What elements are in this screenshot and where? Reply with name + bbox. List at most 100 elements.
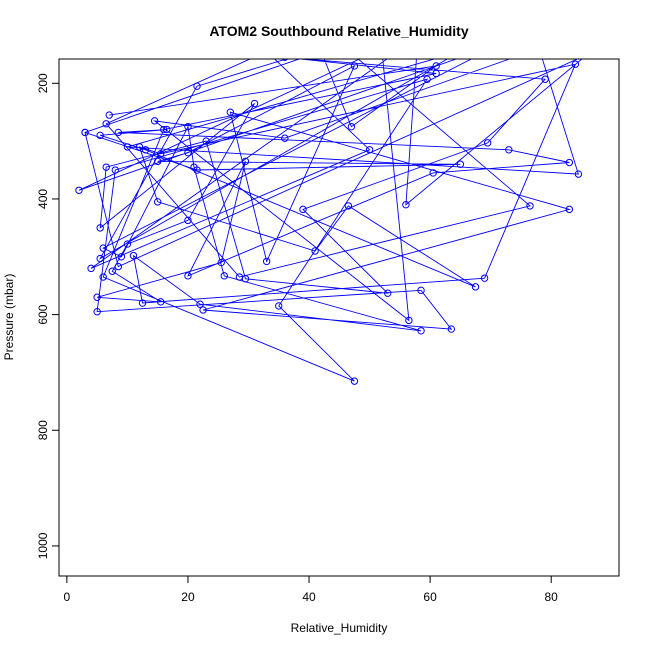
data-point <box>536 45 542 51</box>
data-point <box>565 158 574 167</box>
data-point <box>384 289 392 297</box>
data-point <box>378 45 384 51</box>
data-point <box>456 160 465 168</box>
data-point <box>281 134 289 142</box>
data-point <box>117 253 126 261</box>
data-point <box>429 169 437 177</box>
data-point <box>123 143 132 151</box>
data-point <box>135 143 144 151</box>
data-point <box>447 325 456 333</box>
data-point <box>263 48 269 54</box>
series-line <box>78 59 583 382</box>
y-tick-label: 800 <box>36 420 50 440</box>
data-point <box>96 224 104 232</box>
data-point <box>150 117 159 125</box>
data-point <box>102 163 110 171</box>
data-point <box>241 157 250 166</box>
axes: 0 20 40 60 80 200 400 600 800 1000 <box>36 73 558 604</box>
data-point <box>217 258 225 267</box>
data-point <box>500 40 506 46</box>
data-point <box>281 59 289 61</box>
data-point <box>138 299 147 307</box>
x-tick-label: 80 <box>545 590 559 604</box>
data-point <box>196 300 204 308</box>
plot-frame <box>58 58 620 577</box>
data-point <box>526 202 534 210</box>
data-point <box>262 257 271 266</box>
data-point <box>344 202 353 210</box>
data-point <box>93 308 101 316</box>
data-point <box>75 186 83 194</box>
data-point <box>318 51 324 57</box>
data-point <box>141 146 150 154</box>
data-point <box>299 205 307 214</box>
x-tick-label: 40 <box>302 590 316 604</box>
data-point <box>96 254 104 263</box>
data-point <box>226 108 235 116</box>
data-point <box>336 40 342 46</box>
y-tick-label: 200 <box>36 73 50 93</box>
data-point <box>193 82 201 90</box>
data-point <box>199 306 207 314</box>
data-point <box>505 146 513 154</box>
x-tick-label: 60 <box>423 590 437 604</box>
data-point <box>565 205 574 214</box>
data-point <box>93 293 101 301</box>
data-point <box>423 75 431 83</box>
data-point <box>584 51 590 57</box>
data-point <box>153 198 162 206</box>
x-tick-label: 0 <box>64 590 71 604</box>
data-point <box>347 122 356 131</box>
data-point <box>457 48 463 54</box>
data-point <box>102 120 110 128</box>
data-point <box>105 111 113 119</box>
data-point <box>99 273 107 281</box>
data-point <box>336 40 342 46</box>
data-point <box>483 139 492 147</box>
data-point <box>114 262 123 271</box>
data-point <box>87 264 95 273</box>
data-point <box>241 275 250 283</box>
data-point <box>480 274 489 282</box>
data-point <box>378 45 384 51</box>
data-point <box>114 128 123 137</box>
plot-area <box>75 40 590 385</box>
y-tick-label: 400 <box>36 189 50 209</box>
data-point <box>574 170 583 178</box>
data-point <box>184 148 192 157</box>
y-axis-label: Pressure (mbar) <box>2 274 16 361</box>
y-tick-label: 1000 <box>36 532 50 559</box>
data-point <box>157 298 165 306</box>
data-point <box>129 251 138 260</box>
data-point <box>111 166 120 174</box>
x-axis-label: Relative_Humidity <box>291 621 388 635</box>
data-point <box>163 125 171 134</box>
chart-title: ATOM2 Southbound Relative_Humidity <box>209 23 468 39</box>
data-point <box>405 316 413 325</box>
data-point <box>541 75 549 83</box>
data-point <box>184 272 192 280</box>
data-point <box>108 267 116 275</box>
data-point <box>275 302 283 310</box>
data-point <box>263 48 269 54</box>
data-point <box>153 157 162 166</box>
y-tick-label: 600 <box>36 304 50 324</box>
data-point <box>81 128 89 137</box>
data-point <box>584 51 590 57</box>
data-point <box>311 247 319 255</box>
data-point <box>571 60 580 68</box>
data-point <box>202 137 210 145</box>
data-point <box>184 216 192 225</box>
data-point <box>96 131 104 140</box>
data-point <box>250 99 259 108</box>
data-point <box>432 69 440 78</box>
data-point <box>99 244 107 252</box>
data-point <box>123 240 132 248</box>
data-point <box>457 48 463 54</box>
data-point <box>471 283 480 291</box>
data-point <box>160 125 168 134</box>
data-point <box>220 272 228 280</box>
data-point <box>184 122 192 131</box>
data-point <box>402 201 410 209</box>
